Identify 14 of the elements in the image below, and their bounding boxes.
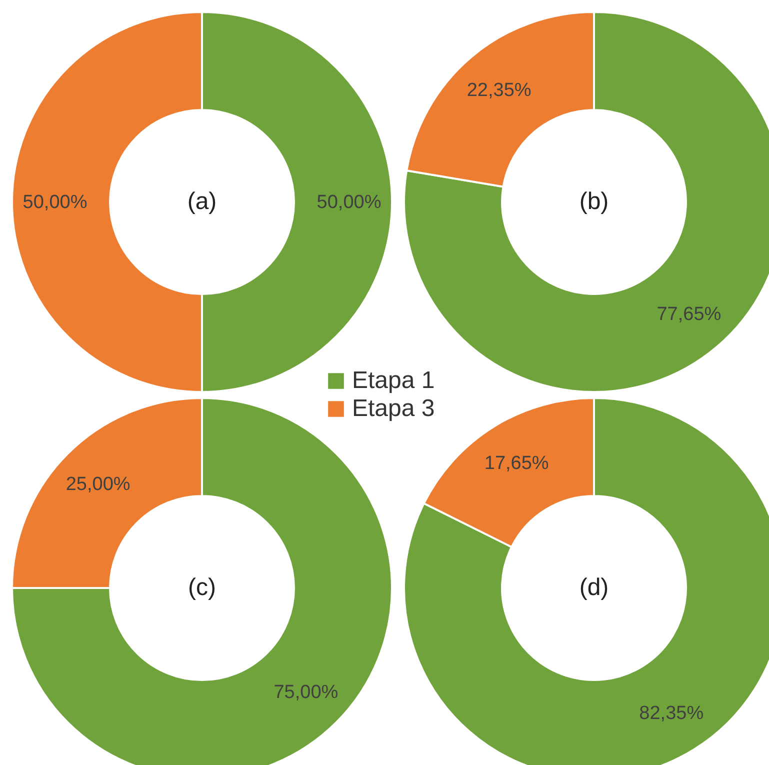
data-label: 50,00% — [316, 192, 382, 213]
text: (c) — [188, 574, 216, 601]
legend-label: Etapa 3 — [352, 395, 435, 422]
data-label: 75,00% — [274, 682, 338, 703]
data-label: 17,65% — [484, 453, 549, 474]
data-label: 77,65% — [656, 304, 722, 326]
text: (b) — [579, 188, 609, 215]
text: (a) — [187, 188, 217, 215]
text: (d) — [579, 574, 609, 601]
legend-label: Etapa 1 — [352, 367, 435, 394]
data-label: 25,00% — [66, 474, 130, 496]
data-label: 50,00% — [22, 192, 88, 213]
data-label: 22,35% — [466, 80, 532, 101]
data-label: 82,35% — [639, 702, 704, 724]
